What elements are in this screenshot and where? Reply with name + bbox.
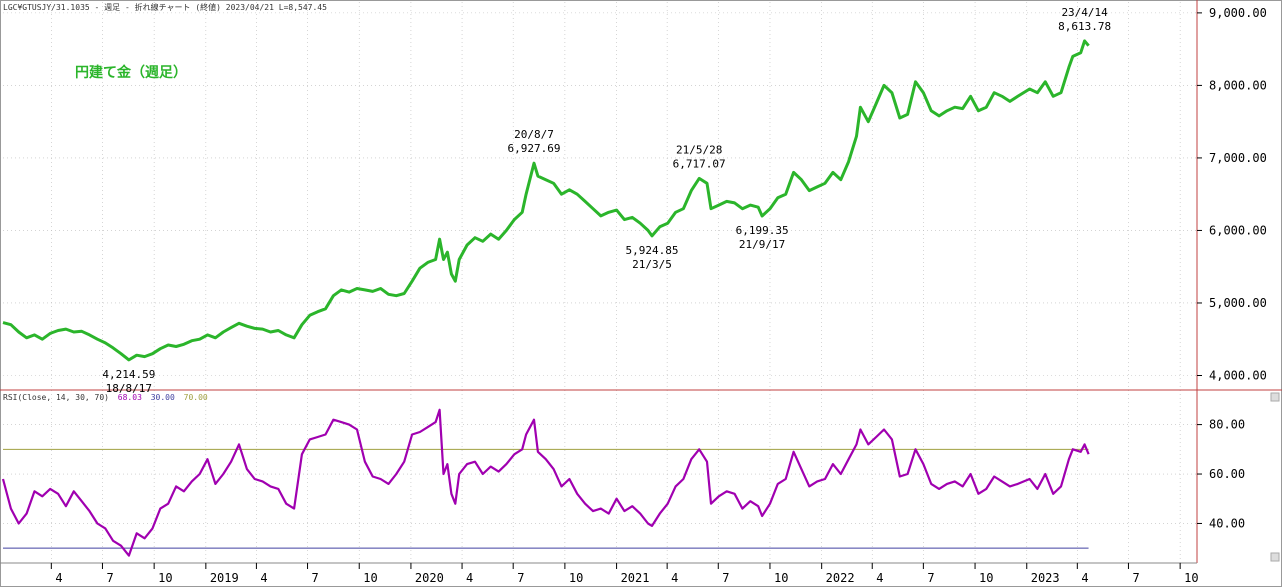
chart-header: LGC¥GTUSJY/31.1035 - 週足 - 折れ線チャート (終値) 2… [3, 2, 327, 12]
x-tick-label: 2021 [621, 571, 650, 585]
x-tick-label: 10 [979, 571, 993, 585]
chart-title: 円建て金（週足） [75, 64, 187, 81]
x-tick-label: 10 [569, 571, 583, 585]
x-tick-label: 7 [312, 571, 319, 585]
x-tick-label: 7 [1132, 571, 1139, 585]
annotation-label: 4,214.59 [102, 368, 155, 381]
rsi-legend-label: RSI(Close, 14, 30, 70) [3, 393, 109, 402]
annotation-label: 6,717.07 [673, 157, 726, 170]
price-axis: 4,000.00 5,000.00 6,000.00 7,000.00 8,000.00… [1197, 6, 1267, 382]
x-tick-label: 7 [927, 571, 934, 585]
annotation-label: 18/8/17 [106, 382, 152, 395]
annotation-label: 23/4/14 [1061, 6, 1108, 19]
price-series [2, 39, 1090, 362]
x-tick-label: 2020 [415, 571, 444, 585]
rsi-tick-label: 60.00 [1209, 467, 1245, 481]
rsi-legend-upper: 70.00 [184, 393, 208, 402]
annotation-label: 6,927.69 [507, 142, 560, 155]
rsi-axis: 40.00 60.00 80.00 [1197, 418, 1245, 530]
price-tick-label: 5,000.00 [1209, 296, 1267, 310]
x-tick-label: 10 [774, 571, 788, 585]
price-tick-label: 4,000.00 [1209, 368, 1267, 382]
x-tick-label: 10 [363, 571, 377, 585]
x-tick-label: 4 [671, 571, 678, 585]
rsi-legend-value: 68.03 [118, 393, 142, 402]
annotations: 4,214.5918/8/1720/8/76,927.695,924.8521/… [102, 6, 1111, 395]
rsi-series [1, 408, 1090, 557]
x-axis: 4 7 10 2019 4 7 10 2020 4 7 10 2021 4 7 10 2022 4 7 10 2023… [50, 563, 1199, 585]
x-tick-label: 7 [722, 571, 729, 585]
x-tick-label: 7 [106, 571, 113, 585]
x-tick-label: 7 [517, 571, 524, 585]
rsi-levels [3, 448, 1089, 549]
x-tick-label: 10 [1184, 571, 1198, 585]
x-tick-label: 4 [260, 571, 267, 585]
price-tick-label: 8,000.00 [1209, 78, 1267, 92]
annotation-label: 21/9/17 [739, 238, 785, 251]
price-tick-label: 9,000.00 [1209, 6, 1267, 20]
grid [3, 2, 1197, 563]
rsi-legend-lower: 30.00 [151, 393, 175, 402]
annotation-label: 20/8/7 [514, 128, 554, 141]
rsi-line [1, 408, 1090, 557]
x-tick-label: 4 [876, 571, 883, 585]
x-tick-label: 4 [55, 571, 62, 585]
x-tick-label: 2019 [210, 571, 239, 585]
price-tick-label: 6,000.00 [1209, 223, 1267, 237]
annotation-label: 6,199.35 [736, 224, 789, 237]
price-tick-label: 7,000.00 [1209, 151, 1267, 165]
x-tick-label: 4 [1081, 571, 1088, 585]
scroll-down-icon [1270, 552, 1280, 562]
x-tick-label: 10 [158, 571, 172, 585]
scroll-up-icon [1270, 392, 1280, 402]
rsi-tick-label: 80.00 [1209, 418, 1245, 432]
price-line [2, 39, 1090, 362]
x-tick-label: 4 [466, 571, 473, 585]
annotation-label: 8,613.78 [1058, 20, 1111, 33]
rsi-legend: RSI(Close, 14, 30, 70) 68.03 30.00 70.00 [3, 393, 208, 402]
annotation-label: 21/3/5 [632, 258, 672, 271]
x-tick-label: 2023 [1031, 571, 1060, 585]
x-tick-label: 2022 [826, 571, 855, 585]
annotation-label: 21/5/28 [676, 143, 722, 156]
annotation-label: 5,924.85 [625, 244, 678, 257]
rsi-tick-label: 40.00 [1209, 516, 1245, 530]
